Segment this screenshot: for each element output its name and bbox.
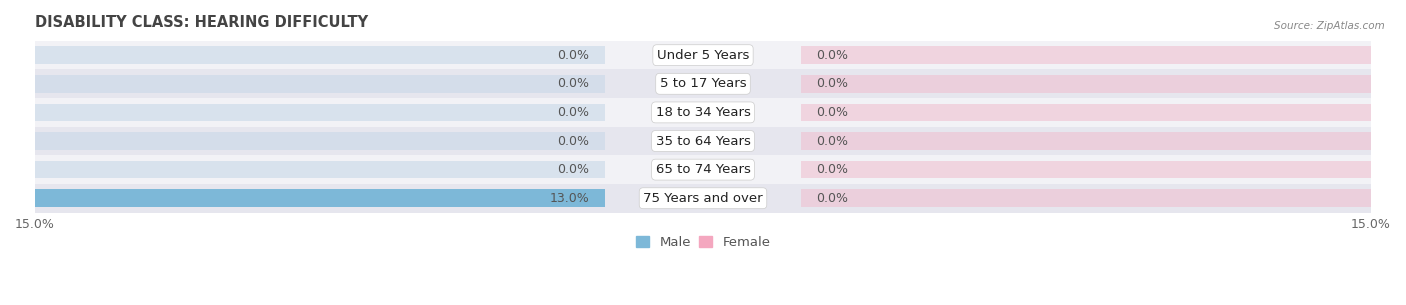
Text: 65 to 74 Years: 65 to 74 Years: [655, 163, 751, 176]
Text: 0.0%: 0.0%: [557, 77, 589, 90]
Text: 0.0%: 0.0%: [817, 49, 849, 62]
Text: 0.0%: 0.0%: [817, 192, 849, 205]
Text: 0.0%: 0.0%: [817, 163, 849, 176]
Bar: [801, 75, 1371, 93]
Text: 75 Years and over: 75 Years and over: [643, 192, 763, 205]
Bar: [35, 127, 1371, 155]
Bar: [801, 161, 1371, 178]
Bar: [35, 75, 605, 93]
Bar: [35, 184, 1371, 213]
Text: 0.0%: 0.0%: [557, 163, 589, 176]
Bar: [35, 155, 1371, 184]
Bar: [801, 189, 1371, 207]
Text: 13.0%: 13.0%: [550, 192, 589, 205]
Bar: [801, 132, 1371, 150]
Bar: [35, 132, 605, 150]
Bar: [27, 189, 605, 207]
Text: 0.0%: 0.0%: [557, 135, 589, 148]
Text: 0.0%: 0.0%: [557, 106, 589, 119]
Text: Under 5 Years: Under 5 Years: [657, 49, 749, 62]
Bar: [35, 98, 1371, 127]
Bar: [801, 103, 1371, 121]
Bar: [35, 103, 605, 121]
Bar: [35, 70, 1371, 98]
Bar: [801, 46, 1371, 64]
Bar: [35, 46, 605, 64]
Text: 18 to 34 Years: 18 to 34 Years: [655, 106, 751, 119]
Text: 0.0%: 0.0%: [817, 106, 849, 119]
Text: 35 to 64 Years: 35 to 64 Years: [655, 135, 751, 148]
Bar: [35, 189, 605, 207]
Bar: [35, 161, 605, 178]
Text: 5 to 17 Years: 5 to 17 Years: [659, 77, 747, 90]
Text: Source: ZipAtlas.com: Source: ZipAtlas.com: [1274, 21, 1385, 31]
Bar: [35, 41, 1371, 70]
Text: 0.0%: 0.0%: [557, 49, 589, 62]
Text: 0.0%: 0.0%: [817, 77, 849, 90]
Text: DISABILITY CLASS: HEARING DIFFICULTY: DISABILITY CLASS: HEARING DIFFICULTY: [35, 15, 368, 30]
Legend: Male, Female: Male, Female: [630, 230, 776, 254]
Text: 0.0%: 0.0%: [817, 135, 849, 148]
